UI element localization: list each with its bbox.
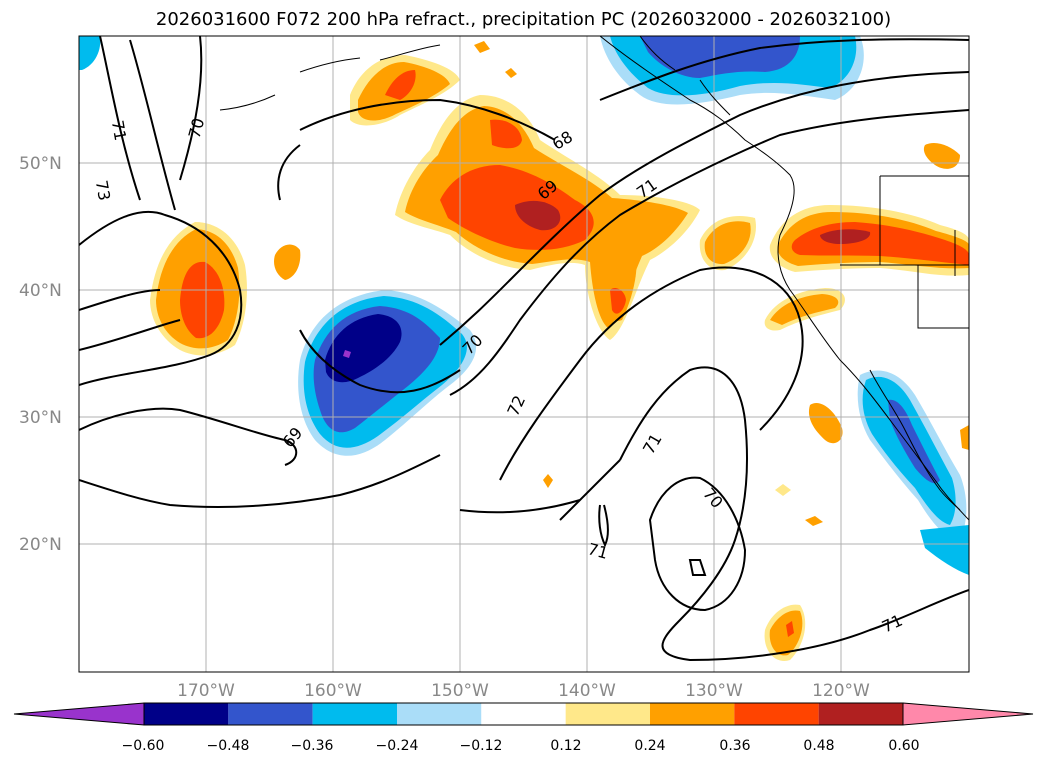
lat-label: 30°N — [19, 408, 62, 428]
colorbar-tick-label: −0.48 — [207, 738, 250, 754]
contour-label: 73 — [92, 179, 114, 202]
lon-label: 130°W — [685, 681, 743, 701]
colorbar-tick-label: 0.12 — [550, 738, 581, 754]
colorbar-segment — [144, 703, 229, 725]
colorbar-tick-label: 0.48 — [803, 738, 834, 754]
colorbar-segment — [565, 703, 650, 725]
lon-label: 170°W — [177, 681, 235, 701]
latitude-labels: 50°N 40°N 30°N 20°N — [19, 154, 62, 555]
lat-label: 50°N — [19, 154, 62, 174]
lat-label: 40°N — [19, 281, 62, 301]
map-title: 2026031600 F072 200 hPa refract., precip… — [155, 9, 892, 30]
colorbar-labels: −0.60 −0.48 −0.36 −0.24 −0.12 0.12 0.24 … — [122, 738, 920, 754]
lon-label: 120°W — [812, 681, 870, 701]
colorbar-tick-label: 0.24 — [634, 738, 665, 754]
contour-label: 70 — [185, 116, 209, 141]
colorbar-tick-label: 0.36 — [719, 738, 750, 754]
colorbar-tick-label: −0.12 — [460, 738, 503, 754]
colorbar-segment — [312, 703, 397, 725]
coastlines — [219, 36, 969, 521]
refractivity-contours — [79, 36, 969, 662]
lon-label: 150°W — [431, 681, 489, 701]
colorbar-segment — [650, 703, 735, 725]
colorbar-max-extension — [902, 702, 1034, 726]
colorbar-min-extension — [13, 702, 145, 726]
colorbar-tick-label: −0.36 — [291, 738, 334, 754]
lon-label: 160°W — [304, 681, 362, 701]
colorbar-border — [143, 702, 904, 726]
colorbar-segment — [228, 703, 313, 725]
gridlines — [79, 36, 969, 672]
lon-label: 140°W — [558, 681, 616, 701]
lat-label: 20°N — [19, 535, 62, 555]
colorbar-segment — [818, 703, 903, 725]
colorbar — [13, 702, 1034, 726]
colorbar-tick-label: −0.24 — [376, 738, 419, 754]
colorbar-tick-label: 0.60 — [888, 738, 919, 754]
colorbar-segment — [397, 703, 482, 725]
colorbar-segment — [734, 703, 819, 725]
contour-label: 71 — [108, 119, 130, 142]
colorbar-tick-label: −0.60 — [122, 738, 165, 754]
plot-border — [78, 35, 970, 673]
colorbar-segment — [481, 703, 566, 725]
longitude-labels: 170°W 160°W 150°W 140°W 130°W 120°W — [177, 681, 870, 701]
precipitation-shading — [79, 36, 969, 661]
contour-label: 71 — [586, 539, 611, 563]
